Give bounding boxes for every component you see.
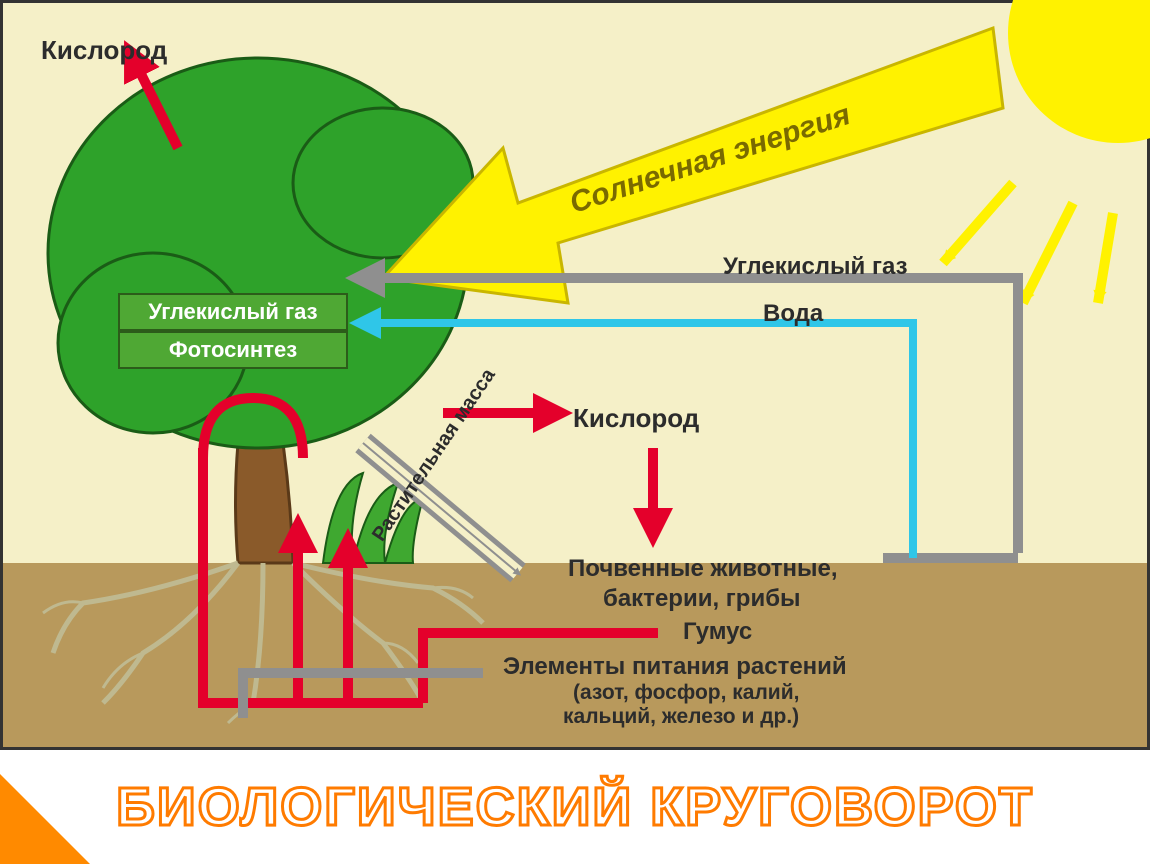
label-water: Вода	[763, 300, 823, 328]
photosynthesis-box-label: Фотосинтез	[169, 337, 297, 362]
label-soil_life2: бактерии, грибы	[603, 585, 801, 613]
label-nutrients2: (азот, фосфор, калий,	[573, 681, 799, 705]
label-humus: Гумус	[683, 618, 752, 646]
label-nutrients1: Элементы питания растений	[503, 653, 847, 681]
label-co2_right: Углекислый газ	[723, 253, 908, 281]
co2-box-label: Углекислый газ	[148, 299, 317, 324]
label-oxygen_mid: Кислород	[573, 403, 699, 434]
diagram-frame: Солнечная энергия Углекислый газ Фотосин…	[0, 0, 1150, 750]
photosynthesis-box: Фотосинтез	[118, 331, 348, 369]
arrows-layer	[3, 3, 1150, 753]
co2-box: Углекислый газ	[118, 293, 348, 331]
diagram-title: БИОЛОГИЧЕСКИЙ КРУГОВОРОТ	[116, 776, 1034, 838]
label-soil_life1: Почвенные животные,	[568, 555, 838, 583]
label-oxygen_top: Кислород	[41, 35, 167, 66]
label-nutrients3: кальций, железо и др.)	[563, 705, 799, 729]
title-bar: БИОЛОГИЧЕСКИЙ КРУГОВОРОТ	[0, 750, 1150, 864]
